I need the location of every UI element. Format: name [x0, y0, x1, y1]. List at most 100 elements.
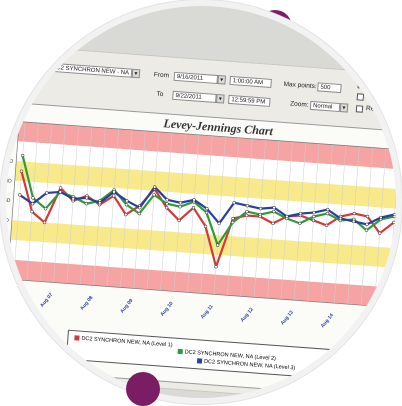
data-point-level-3: [45, 191, 49, 195]
data-point-level-1: [324, 223, 329, 228]
circular-crop: Beckman DC2 SYNCHRON NEW - NA ▼ From 9/1…: [6, 6, 396, 398]
data-point-level-3: [326, 207, 330, 212]
data-point-level-1: [19, 169, 24, 173]
x-tick-label: Aug 13: [280, 309, 295, 326]
data-point-level-3: [245, 204, 250, 208]
data-point-level-2: [43, 207, 48, 211]
to-time-field[interactable]: 12:59:59 PM: [227, 94, 271, 107]
data-point-level-3: [178, 201, 183, 205]
legend-item-level-3: DC2 SYNCHRON NEW, NA (Level 3): [196, 358, 296, 372]
y-tick-label: 4 SD: [6, 119, 17, 126]
data-point-level-3: [125, 199, 129, 203]
instrument-dropdown-arrow[interactable]: ▼: [131, 68, 141, 79]
chart-panel: Levey-Jennings Chart 4 SD 3 SD 2 SD 1 SD 0 S…: [6, 100, 396, 398]
data-point-level-2: [298, 221, 302, 226]
data-point-level-3: [352, 219, 356, 224]
from-date-field[interactable]: 9/16/2011: [173, 71, 219, 85]
data-point-level-2: [137, 211, 141, 216]
data-point-level-2: [178, 205, 182, 209]
grid-line-vertical: [374, 148, 387, 307]
data-point-level-3: [285, 214, 289, 219]
grid-line-vertical: [227, 137, 240, 296]
to-date-field[interactable]: 9/22/2011: [172, 90, 217, 103]
y-tick-label: -1 SD: [6, 217, 9, 224]
x-tick-label: Aug 12: [240, 307, 255, 324]
plot-border: [7, 121, 396, 310]
data-point-level-2: [258, 212, 262, 217]
data-point-level-2: [84, 202, 88, 206]
to-date-dropdown[interactable]: ▼: [216, 93, 225, 104]
decorative-dot-bottom: [126, 372, 160, 406]
grid-line-vertical: [173, 133, 186, 292]
data-point-level-2: [204, 210, 209, 215]
grid-line-vertical: [293, 142, 307, 301]
data-point-level-2: [31, 196, 35, 200]
y-tick-label: 2 SD: [6, 158, 14, 165]
data-point-level-3: [192, 198, 196, 202]
data-point-level-3: [85, 196, 89, 200]
grid-line-vertical: [26, 122, 39, 281]
grid-line-vertical: [307, 143, 320, 302]
legend-item-level-1: DC2 SYNCHRON NEW, NA (Level 1): [74, 335, 173, 348]
grid-line-vertical: [40, 123, 53, 282]
data-point-level-3: [312, 210, 316, 215]
data-point-level-3: [205, 207, 209, 211]
check-lines-only[interactable]: [356, 93, 365, 101]
legend-label-level-1: DC2 SYNCHRON NEW, NA (Level 1): [81, 335, 173, 349]
grid-line-vertical: [360, 147, 373, 306]
grid-line-vertical: [387, 149, 396, 308]
check-3d-effect[interactable]: ✓: [357, 81, 365, 89]
data-point-level-1: [177, 218, 181, 223]
instrument-select[interactable]: Beckman DC2 SYNCHRON NEW - NA: [21, 60, 133, 78]
data-point-level-2: [215, 243, 220, 247]
data-point-level-1: [231, 216, 235, 221]
grid-line-vertical: [93, 127, 106, 286]
data-point-level-3: [217, 221, 221, 226]
grid-line-vertical: [80, 126, 93, 285]
check-respect-time-scale-label: Respect time scale: [365, 104, 396, 116]
data-point-level-2: [312, 214, 316, 219]
data-point-level-1: [42, 220, 47, 225]
data-point-level-3: [30, 202, 35, 206]
data-point-level-1: [271, 221, 275, 226]
grid-line-vertical: [320, 144, 333, 303]
data-point-level-2: [165, 202, 169, 206]
grid-line-vertical: [160, 132, 173, 291]
data-point-level-3: [338, 216, 343, 221]
data-point-level-3: [112, 190, 116, 194]
data-point-level-3: [392, 212, 396, 217]
legend-label-level-3: DC2 SYNCHRON NEW, NA (Level 3): [203, 358, 296, 372]
zoom-dropdown-arrow[interactable]: ▼: [339, 103, 349, 113]
x-tick-label: Aug 10: [159, 301, 174, 318]
data-point-level-1: [124, 212, 128, 217]
legend-swatch-level-2: [177, 348, 183, 355]
data-point-level-2: [272, 209, 276, 214]
y-tick-label: 0 SD: [6, 197, 11, 204]
data-point-level-3: [232, 201, 236, 205]
grid-line-vertical: [146, 131, 160, 290]
from-date-dropdown[interactable]: ▼: [217, 75, 227, 85]
x-tick-label: Aug 15: [360, 315, 375, 332]
data-point-level-3: [71, 197, 75, 201]
grid-line-vertical: [13, 122, 26, 280]
grid-line-vertical: [53, 124, 66, 283]
max-points-field[interactable]: 500: [317, 82, 342, 94]
data-point-level-1: [112, 194, 116, 198]
data-point-level-3: [18, 193, 22, 197]
data-point-level-1: [311, 218, 316, 223]
grid-line-vertical: [280, 141, 293, 300]
from-time-field[interactable]: 1:00:00 AM: [229, 75, 272, 88]
data-point-level-2: [152, 193, 156, 197]
data-point-level-1: [352, 211, 356, 216]
data-point-level-3: [165, 198, 169, 202]
levey-jennings-plot: 4 SD3 SD2 SD1 SD0 SD-1 SD-2 SD-3 SD-4 SD…: [6, 119, 396, 332]
grid-line-vertical: [347, 146, 360, 305]
check-respect-time-scale[interactable]: [355, 105, 364, 113]
grid-line-vertical: [106, 128, 119, 287]
zoom-select[interactable]: Normal: [309, 100, 341, 113]
y-tick-label: 1 SD: [6, 178, 12, 185]
x-tick-label: Aug 09: [119, 298, 134, 315]
data-point-level-2: [21, 153, 25, 158]
data-point-level-3: [138, 206, 142, 210]
